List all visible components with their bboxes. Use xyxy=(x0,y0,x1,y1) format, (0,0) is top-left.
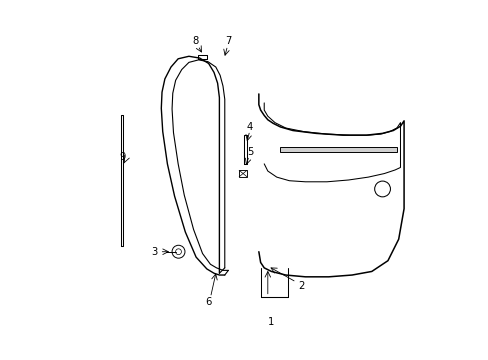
Text: 1: 1 xyxy=(267,317,273,327)
Text: 7: 7 xyxy=(224,36,231,46)
FancyBboxPatch shape xyxy=(280,147,396,152)
Text: 9: 9 xyxy=(119,152,125,162)
Text: 4: 4 xyxy=(246,122,252,132)
Text: 8: 8 xyxy=(191,36,198,46)
FancyBboxPatch shape xyxy=(239,170,246,177)
Text: 3: 3 xyxy=(151,247,157,257)
Text: 6: 6 xyxy=(205,297,211,307)
Text: 2: 2 xyxy=(297,281,304,291)
Text: 5: 5 xyxy=(246,147,253,157)
